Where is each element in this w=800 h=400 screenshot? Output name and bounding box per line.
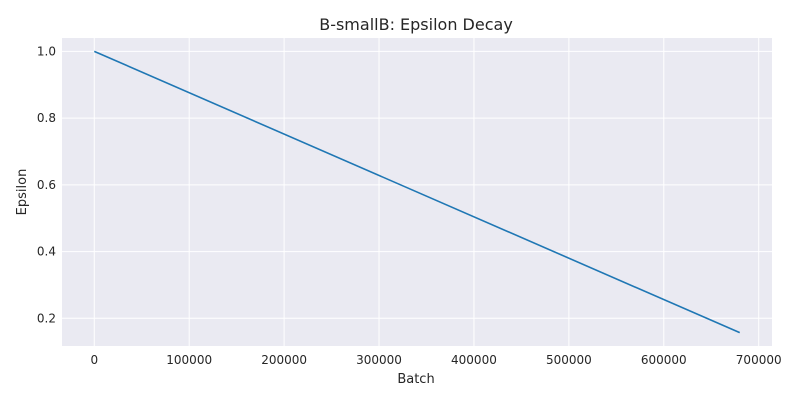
x-tick-label: 200000 xyxy=(261,353,307,367)
x-tick-label: 0 xyxy=(90,353,98,367)
chart-title: B-smallB: Epsilon Decay xyxy=(319,15,513,34)
epsilon-series-line xyxy=(93,50,741,334)
x-tick-label: 300000 xyxy=(356,353,402,367)
y-tick-label: 0.2 xyxy=(37,311,56,325)
x-tick-label: 100000 xyxy=(166,353,212,367)
x-tick-label: 700000 xyxy=(736,353,782,367)
grid-lines xyxy=(62,38,772,346)
x-tick-label: 500000 xyxy=(546,353,592,367)
x-tick-label: 400000 xyxy=(451,353,497,367)
series-layer xyxy=(93,50,741,334)
y-axis-label: Epsilon xyxy=(15,169,30,216)
x-axis-ticks: 0 100000 200000 300000 400000 500000 600000 700… xyxy=(90,353,781,367)
x-tick-label: 600000 xyxy=(641,353,687,367)
x-axis-label: Batch xyxy=(397,372,434,387)
y-axis-ticks: 0.2 0.4 0.6 0.8 1.0 xyxy=(37,44,56,325)
y-tick-label: 0.6 xyxy=(37,178,56,192)
y-tick-label: 1.0 xyxy=(37,44,56,58)
y-tick-label: 0.8 xyxy=(37,111,56,125)
y-tick-label: 0.4 xyxy=(37,245,56,259)
